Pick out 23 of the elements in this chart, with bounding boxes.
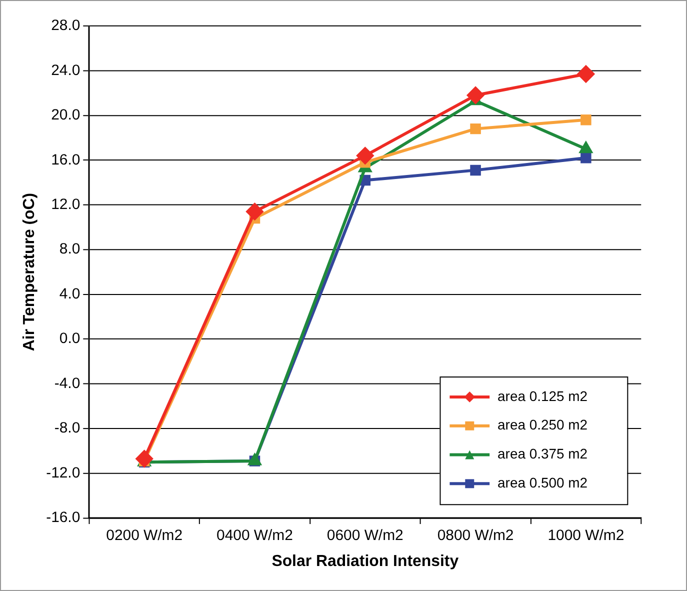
x-axis-title: Solar Radiation Intensity (272, 552, 459, 570)
legend-label: area 0.250 m2 (498, 416, 588, 433)
y-tick-label: -8.0 (54, 420, 80, 437)
y-tick-label: 28.0 (51, 17, 80, 34)
y-tick-label: 12.0 (51, 196, 80, 213)
legend-label: area 0.375 m2 (498, 446, 588, 462)
y-tick-label: 4.0 (59, 285, 80, 302)
y-tick-label: -16.0 (46, 509, 80, 526)
y-tick-label: -4.0 (54, 374, 80, 392)
y-axis-title: Air Temperature (oC) (20, 192, 38, 352)
legend-label: area 0.125 m2 (498, 388, 588, 404)
y-tick-label: 0.0 (59, 330, 80, 348)
x-tick-label: 1000 W/m2 (548, 527, 624, 544)
y-tick-label: -12.0 (46, 464, 80, 482)
x-tick-label: 0600 W/m2 (326, 527, 404, 544)
y-tick-label: 8.0 (59, 240, 80, 258)
legend-label: area 0.500 m2 (498, 474, 588, 491)
y-tick-label: 16.0 (51, 151, 80, 168)
x-tick-label: 0800 W/m2 (437, 527, 514, 544)
y-tick-label: 20.0 (51, 106, 80, 124)
x-tick-label: 0400 W/m2 (216, 527, 293, 544)
y-tick-label: 24.0 (51, 62, 80, 79)
x-tick-label: 0200 W/m2 (106, 527, 183, 544)
